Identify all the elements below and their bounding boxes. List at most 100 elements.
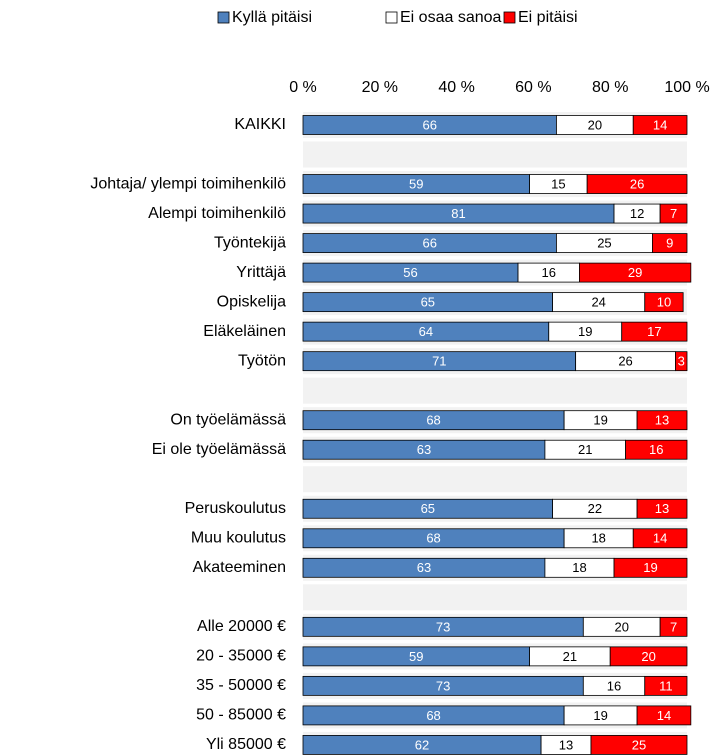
category-label: KAIKKI <box>234 116 286 133</box>
data-label: 13 <box>655 413 669 428</box>
legend-label: Kyllä pitäisi <box>232 9 312 26</box>
data-label: 20 <box>614 619 628 634</box>
data-label: 19 <box>643 560 657 575</box>
bar-segment <box>636 498 688 519</box>
category-label: Johtaja/ ylempi toimihenkilö <box>90 175 286 192</box>
bar-segment <box>652 233 688 253</box>
data-label: 16 <box>649 442 663 457</box>
data-label: 14 <box>657 708 671 723</box>
data-label: 73 <box>436 619 450 634</box>
data-label: 59 <box>409 649 423 664</box>
bar-segment <box>636 705 692 726</box>
data-label: 66 <box>422 117 436 132</box>
category-label: Ei ole työelämässä <box>152 441 286 458</box>
data-label: 3 <box>678 354 685 369</box>
category-label: Alempi toimihenkilö <box>148 205 286 222</box>
data-label: 25 <box>597 236 611 251</box>
data-label: 66 <box>422 236 436 251</box>
category-label: Yli 85000 € <box>206 736 286 753</box>
category-label: Työntekijä <box>214 234 286 251</box>
category-label: On työelämässä <box>170 411 286 428</box>
data-label: 68 <box>426 413 440 428</box>
category-label: Muu koulutus <box>191 529 286 546</box>
data-label: 73 <box>436 678 450 693</box>
data-label: 16 <box>542 265 556 280</box>
legend-swatch <box>217 11 230 24</box>
x-tick-label: 40 % <box>438 79 474 96</box>
bar-segment <box>609 646 688 667</box>
data-label: 21 <box>578 442 592 457</box>
data-label: 9 <box>666 236 673 251</box>
data-label: 7 <box>670 206 677 221</box>
data-label: 19 <box>593 413 607 428</box>
data-label: 11 <box>659 678 673 693</box>
data-label: 18 <box>572 560 586 575</box>
category-label: 50 - 85000 € <box>196 707 286 724</box>
category-label: 20 - 35000 € <box>196 648 286 665</box>
data-label: 7 <box>670 619 677 634</box>
bar-segment <box>659 203 688 224</box>
data-label: 64 <box>419 324 433 339</box>
data-label: 13 <box>559 737 573 752</box>
x-tick-label: 100 % <box>664 79 709 96</box>
bar-segment <box>632 528 688 549</box>
data-label: 12 <box>630 206 644 221</box>
data-label: 19 <box>578 324 592 339</box>
data-label: 24 <box>591 295 605 310</box>
x-tick-label: 60 % <box>515 79 551 96</box>
data-label: 71 <box>432 354 446 369</box>
legend-label: Ei pitäisi <box>518 9 578 26</box>
data-label: 17 <box>647 324 661 339</box>
data-label: 20 <box>588 117 602 132</box>
bar-segment <box>625 439 688 460</box>
data-label: 21 <box>563 649 577 664</box>
data-label: 16 <box>607 678 621 693</box>
category-label: Työtön <box>238 352 286 369</box>
data-label: 56 <box>403 265 417 280</box>
data-label: 19 <box>593 708 607 723</box>
x-tick-label: 0 % <box>289 79 317 96</box>
data-label: 26 <box>630 176 644 191</box>
data-label: 13 <box>655 501 669 516</box>
bar-segment <box>613 557 688 578</box>
bar-segment <box>621 321 688 342</box>
data-label: 26 <box>618 354 632 369</box>
bar-segment <box>644 675 688 696</box>
data-label: 63 <box>417 442 431 457</box>
data-label: 15 <box>551 176 565 191</box>
data-label: 81 <box>451 206 465 221</box>
data-label: 65 <box>421 501 435 516</box>
category-label: Eläkeläinen <box>203 323 286 340</box>
data-label: 68 <box>426 531 440 546</box>
category-label: 35 - 50000 € <box>196 677 286 694</box>
data-label: 68 <box>426 708 440 723</box>
legend-swatch <box>503 11 516 24</box>
data-label: 10 <box>657 295 671 310</box>
data-label: 59 <box>409 176 423 191</box>
data-label: 62 <box>415 737 429 752</box>
data-label: 22 <box>588 501 602 516</box>
row-band <box>303 466 687 493</box>
category-label: Yrittäjä <box>236 264 286 281</box>
data-label: 14 <box>653 531 667 546</box>
data-label: 65 <box>421 295 435 310</box>
data-label: 20 <box>641 649 655 664</box>
category-label: Opiskelija <box>217 293 286 310</box>
category-label: Akateeminen <box>193 559 286 576</box>
data-label: 63 <box>417 560 431 575</box>
row-band <box>303 584 687 611</box>
legend-swatch <box>385 11 398 24</box>
legend-label: Ei osaa sanoa <box>400 9 502 26</box>
bar-segment <box>675 351 688 372</box>
bar-segment <box>590 735 688 755</box>
bar-segment <box>579 262 692 283</box>
bar-segment <box>659 616 688 637</box>
category-label: Alle 20000 € <box>197 618 286 635</box>
bar-segment <box>632 115 688 135</box>
data-label: 25 <box>632 737 646 752</box>
data-label: 14 <box>653 117 667 132</box>
x-tick-label: 80 % <box>592 79 628 96</box>
bar-segment <box>586 174 688 194</box>
bar-segment <box>644 292 684 313</box>
